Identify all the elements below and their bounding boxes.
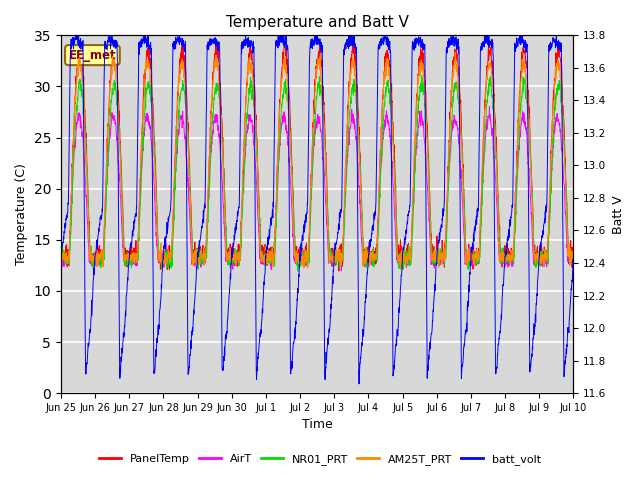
Y-axis label: Batt V: Batt V — [612, 195, 625, 234]
Title: Temperature and Batt V: Temperature and Batt V — [226, 15, 408, 30]
Y-axis label: Temperature (C): Temperature (C) — [15, 163, 28, 265]
Legend: PanelTemp, AirT, NR01_PRT, AM25T_PRT, batt_volt: PanelTemp, AirT, NR01_PRT, AM25T_PRT, ba… — [94, 450, 546, 469]
Text: EE_met: EE_met — [68, 48, 116, 61]
X-axis label: Time: Time — [302, 419, 333, 432]
